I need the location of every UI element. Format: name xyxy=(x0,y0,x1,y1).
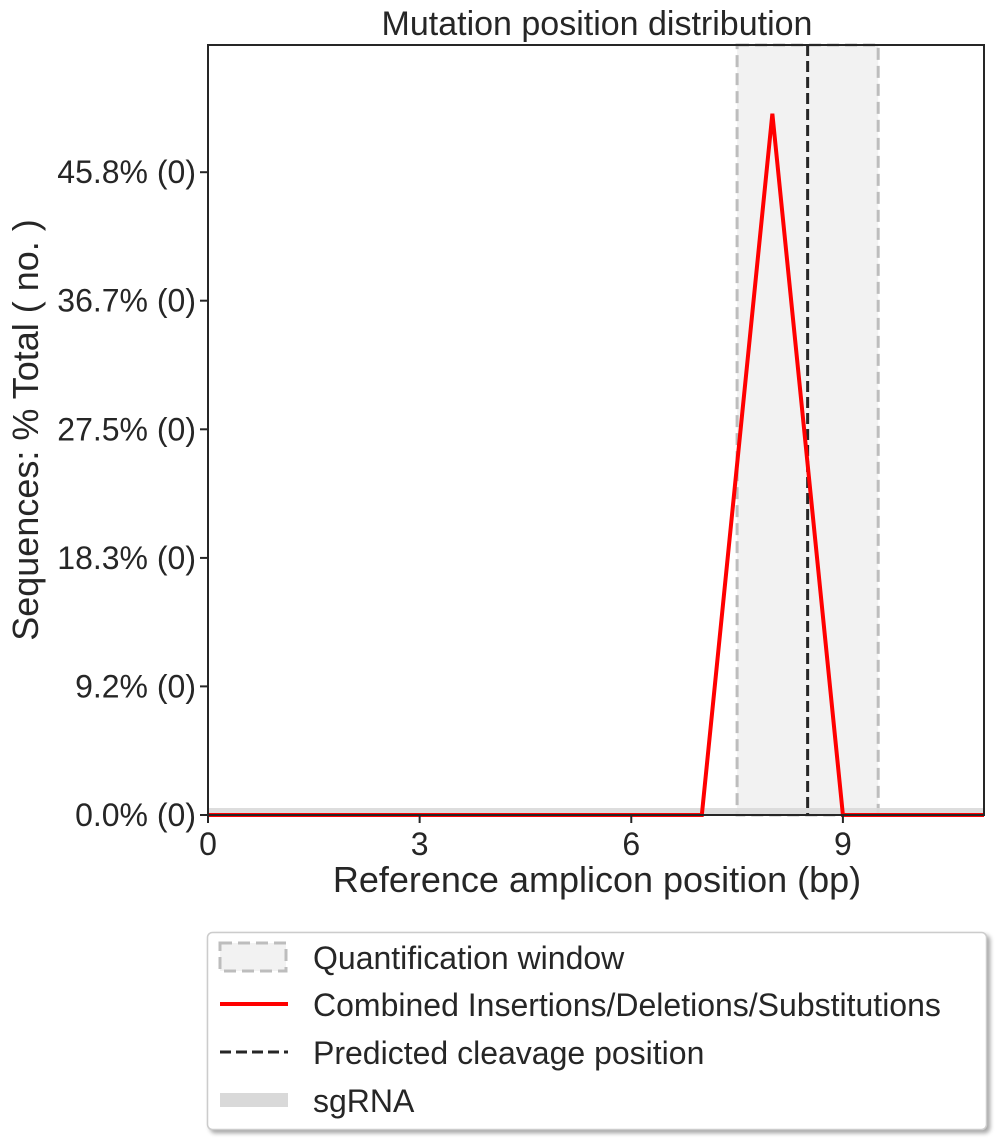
y-axis-label: Sequences: % Total ( no. ) xyxy=(5,219,46,641)
legend-frame xyxy=(206,931,988,1131)
y-tick-label: 36.7% (0) xyxy=(57,283,196,319)
x-axis-label: Reference amplicon position (bp) xyxy=(333,859,861,900)
legend-label: Quantification window xyxy=(313,940,625,976)
legend-swatch-sgrna xyxy=(220,1093,288,1107)
x-tick-label: 9 xyxy=(834,826,852,862)
sgrna-band xyxy=(208,808,984,815)
plot-area: 0 3 6 9 0.0% (0) 9.2% (0) 18.3% (0) 27.5% (0) 36… xyxy=(57,43,985,862)
x-tick-label: 3 xyxy=(411,826,429,862)
y-tick-label: 9.2% (0) xyxy=(75,668,196,704)
y-tick-label: 18.3% (0) xyxy=(57,540,196,576)
legend-label: sgRNA xyxy=(313,1083,415,1119)
x-tick-label: 0 xyxy=(199,826,217,862)
x-tick-label: 6 xyxy=(622,826,640,862)
y-tick-label: 27.5% (0) xyxy=(57,411,196,447)
legend-swatch-window xyxy=(218,941,288,973)
legend-label: Predicted cleavage position xyxy=(313,1035,704,1071)
y-tick-label: 45.8% (0) xyxy=(57,154,196,190)
legend: Quantification window Combined Insertions… xyxy=(206,931,988,1131)
legend-label: Combined Insertions/Deletions/Substituti… xyxy=(313,987,941,1023)
y-tick-label: 0.0% (0) xyxy=(75,797,196,833)
chart-title: Mutation position distribution xyxy=(382,5,813,43)
